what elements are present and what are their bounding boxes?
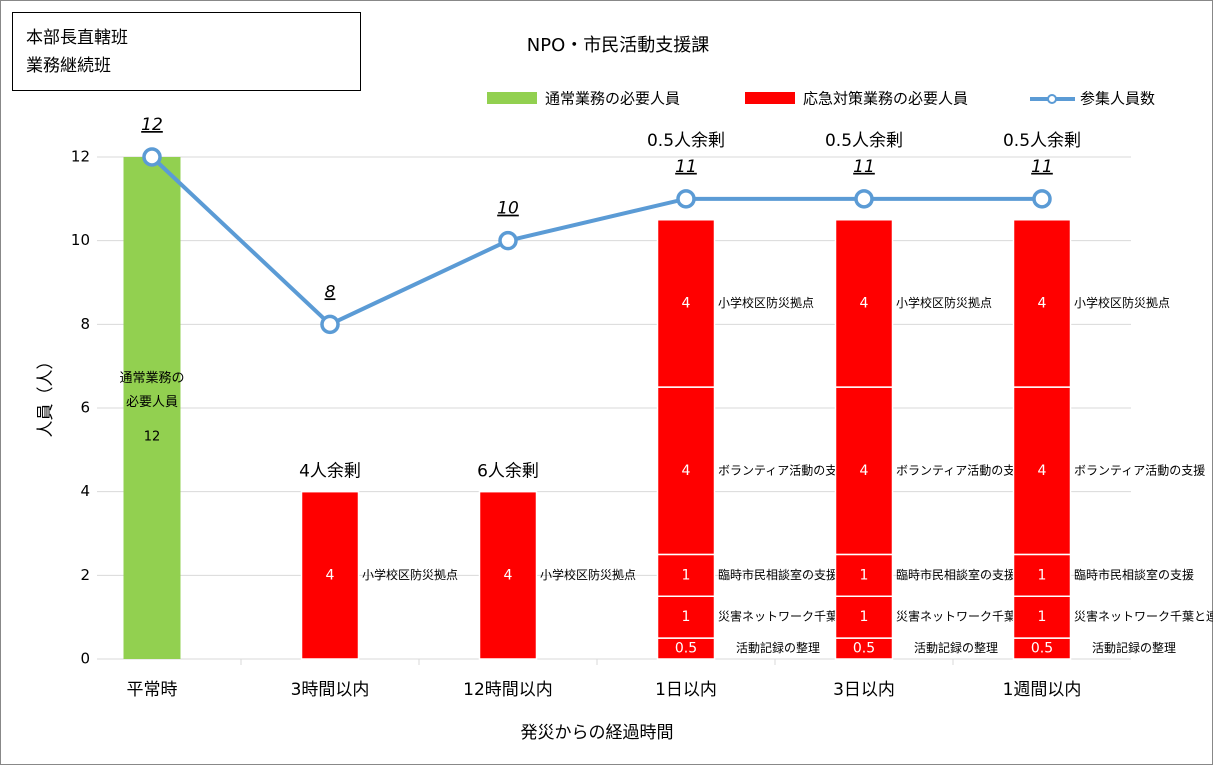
x-tick-label: 1週間以内 <box>1003 680 1082 700</box>
segment-name: 小学校区防災拠点 <box>540 567 636 582</box>
y-tick-label: 2 <box>80 566 90 584</box>
legend-label: 応急対策業務の必要人員 <box>803 90 968 108</box>
y-tick-label: 6 <box>80 399 90 417</box>
line-value: 12 <box>141 115 163 135</box>
bar-segment <box>834 553 894 598</box>
bar-value: 12 <box>144 430 161 445</box>
bar-segment <box>834 219 894 388</box>
segment-value: 4 <box>682 463 691 479</box>
bar-segment <box>656 595 716 639</box>
surplus-label: 0.5人余剰 <box>825 131 903 151</box>
bar-segment <box>834 595 894 639</box>
line-value: 11 <box>675 157 697 177</box>
x-tick-label: 平常時 <box>127 680 178 700</box>
segment-name: 臨時市民相談室の支援 <box>718 567 838 582</box>
surplus-label: 0.5人余剰 <box>647 131 725 151</box>
segment-name: 小学校区防災拠点 <box>896 295 992 310</box>
segment-value: 1 <box>682 567 691 583</box>
bar-segment <box>656 386 716 556</box>
x-tick-label: 1日以内 <box>655 680 717 700</box>
bar-segment <box>478 490 538 660</box>
legend-label: 参集人員数 <box>1080 90 1155 108</box>
segment-value: 1 <box>1038 609 1047 625</box>
x-tick-label: 3日以内 <box>833 680 895 700</box>
line-marker <box>498 230 518 251</box>
y-tick-label: 12 <box>71 148 90 166</box>
line-marker <box>1032 189 1052 209</box>
segment-name: 活動記録の整理 <box>1092 640 1176 655</box>
segment-value: 1 <box>1038 567 1047 583</box>
y-tick-label: 8 <box>80 315 90 333</box>
label-box <box>12 12 361 91</box>
chart-title: NPO・市民活動支援課 <box>527 35 710 56</box>
segment-value: 1 <box>682 609 691 625</box>
line-marker <box>676 189 696 209</box>
segment-value: 4 <box>1038 463 1047 479</box>
segment-value: 4 <box>682 295 691 311</box>
segment-name: ボランティア活動の支援 <box>718 463 849 477</box>
segment-value: 0.5 <box>675 641 697 657</box>
bar-name: 通常業務の必要人員 <box>119 371 185 410</box>
segment-value: 0.5 <box>853 641 875 657</box>
y-tick-label: 0 <box>80 650 90 668</box>
bar-segment <box>300 490 360 660</box>
segment-value: 4 <box>860 463 869 479</box>
segment-name: 小学校区防災拠点 <box>718 295 814 310</box>
segment-name: 活動記録の整理 <box>914 640 998 655</box>
bar-segment <box>1012 553 1072 598</box>
line <box>150 155 1042 327</box>
y-tick-label: 10 <box>71 231 90 249</box>
bar <box>123 157 181 659</box>
legend-swatch <box>487 92 537 104</box>
line-marker <box>854 189 874 209</box>
legend-swatch <box>745 92 795 104</box>
segment-value: 4 <box>504 567 513 583</box>
bar-segment <box>834 386 894 556</box>
segment-name: 小学校区防災拠点 <box>362 567 458 582</box>
segment-name: ボランティア活動の支援 <box>896 463 1027 477</box>
line-value: 8 <box>325 282 336 302</box>
legend-label: 通常業務の必要人員 <box>545 90 680 108</box>
box-line: 本部長直轄班 <box>26 28 128 48</box>
segment-value: 4 <box>1038 295 1047 311</box>
bar-segment <box>1012 219 1072 388</box>
segment-value: 0.5 <box>1031 641 1053 657</box>
line-marker <box>142 147 162 167</box>
surplus-label: 0.5人余剰 <box>1003 131 1081 151</box>
segment-value: 4 <box>326 567 335 583</box>
line-marker <box>320 314 340 335</box>
segment-name: 小学校区防災拠点 <box>1074 295 1170 310</box>
segment-name: 活動記録の整理 <box>736 640 820 655</box>
x-tick-label: 3時間以内 <box>291 680 370 700</box>
segment-value: 1 <box>860 609 869 625</box>
segment-name: 臨時市民相談室の支援 <box>1074 567 1194 582</box>
surplus-label: 6人余剰 <box>477 462 539 482</box>
line-value: 10 <box>497 199 519 219</box>
segment-value: 1 <box>860 567 869 583</box>
surplus-label: 4人余剰 <box>299 462 361 482</box>
y-axis-label: 人員（人） <box>36 353 56 438</box>
segment-name: 臨時市民相談室の支援 <box>896 567 1016 582</box>
bar-segment <box>656 219 716 388</box>
x-axis-label: 発災からの経過時間 <box>521 723 674 743</box>
line-value: 11 <box>853 157 875 177</box>
y-tick-label: 4 <box>80 482 90 500</box>
box-line: 業務継続班 <box>26 56 111 76</box>
line-value: 11 <box>1031 157 1053 177</box>
x-tick-label: 12時間以内 <box>463 680 553 700</box>
bar-label: 通常業務の必要人員 <box>119 371 185 410</box>
segment-name: 災害ネットワーク千葉と連携 <box>1074 609 1213 624</box>
legend-marker <box>1047 94 1057 104</box>
segment-value: 4 <box>860 295 869 311</box>
segment-name: ボランティア活動の支援 <box>1074 463 1205 477</box>
